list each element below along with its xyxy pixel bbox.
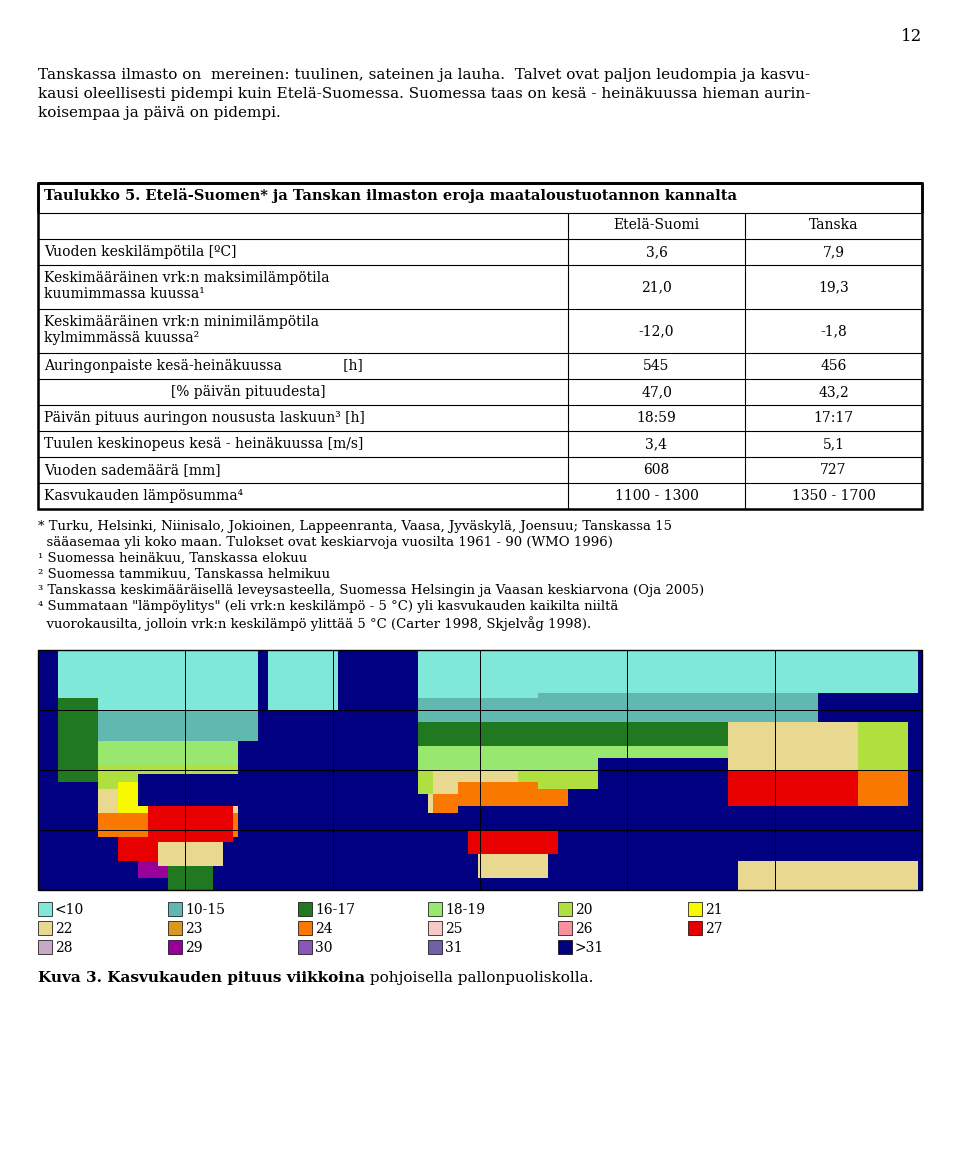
Text: 1100 - 1300: 1100 - 1300 [614,489,699,503]
Text: koisempaa ja päivä on pidempi.: koisempaa ja päivä on pidempi. [38,106,280,120]
Text: 28: 28 [55,941,73,955]
Text: 31: 31 [445,941,463,955]
Text: vuorokausilta, jolloin vrk:n keskilämpö ylittää 5 °C (Carter 1998, Skjelvåg 1998: vuorokausilta, jolloin vrk:n keskilämpö … [38,616,591,631]
Text: 25: 25 [445,922,463,936]
Text: * Turku, Helsinki, Niinisalo, Jokioinen, Lappeenranta, Vaasa, Jyväskylä, Joensuu: * Turku, Helsinki, Niinisalo, Jokioinen,… [38,520,672,533]
Text: 19,3: 19,3 [818,280,849,294]
Bar [38,921,52,935]
Text: Tuulen keskinopeus kesä - heinäkuussa [m/s]: Tuulen keskinopeus kesä - heinäkuussa [m… [44,438,364,450]
Text: 10-15: 10-15 [185,903,225,917]
Text: Auringonpaiste kesä-heinäkuussa              [h]: Auringonpaiste kesä-heinäkuussa [h] [44,359,363,373]
Text: kylmimmässä kuussa²: kylmimmässä kuussa² [44,331,200,345]
Text: Kuva 3. Kasvukauden pituus viikkoina: Kuva 3. Kasvukauden pituus viikkoina [38,971,365,985]
Text: 26: 26 [575,922,592,936]
Bar [38,183,922,509]
Text: 22: 22 [55,922,73,936]
Text: 27: 27 [705,922,723,936]
Text: 1350 - 1700: 1350 - 1700 [792,489,876,503]
Text: 20: 20 [575,903,592,917]
Text: Tanska: Tanska [808,218,858,232]
Text: 30: 30 [315,941,332,955]
Text: Vuoden keskilämpötila [ºC]: Vuoden keskilämpötila [ºC] [44,245,236,259]
Text: Keskimääräinen vrk:n minimilämpötila: Keskimääräinen vrk:n minimilämpötila [44,316,319,328]
Text: -12,0: -12,0 [638,324,674,338]
Text: 18-19: 18-19 [445,903,485,917]
Text: 12: 12 [900,28,922,45]
Text: kausi oleellisesti pidempi kuin Etelä-Suomessa. Suomessa taas on kesä - heinäkuu: kausi oleellisesti pidempi kuin Etelä-Su… [38,87,810,101]
Text: 727: 727 [820,463,847,477]
Text: 5,1: 5,1 [823,438,845,450]
Bar [558,902,572,916]
Text: 23: 23 [185,922,203,936]
Text: ¹ Suomessa heinäkuu, Tanskassa elokuu: ¹ Suomessa heinäkuu, Tanskassa elokuu [38,552,307,565]
Text: Taulukko 5. Etelä-Suomen* ja Tanskan ilmaston eroja maataloustuotannon kannalta: Taulukko 5. Etelä-Suomen* ja Tanskan ilm… [44,188,737,203]
Text: 47,0: 47,0 [641,385,672,399]
Bar [298,921,312,935]
Bar [558,921,572,935]
Bar [298,902,312,916]
Text: 7,9: 7,9 [823,245,845,259]
Bar [688,921,702,935]
Text: Päivän pituus auringon noususta laskuun³ [h]: Päivän pituus auringon noususta laskuun³… [44,411,365,425]
Text: sääasemaa yli koko maan. Tulokset ovat keskiarvoja vuosilta 1961 - 90 (WMO 1996): sääasemaa yli koko maan. Tulokset ovat k… [38,536,612,549]
Bar [558,940,572,954]
Text: >31: >31 [575,941,604,955]
Text: ³ Tanskassa keskimääräisellä leveysasteella, Suomessa Helsingin ja Vaasan keskia: ³ Tanskassa keskimääräisellä leveysastee… [38,584,704,597]
Text: 17:17: 17:17 [813,411,853,425]
Bar [168,902,182,916]
Text: 608: 608 [643,463,670,477]
Bar [688,902,702,916]
Text: 24: 24 [315,922,332,936]
Text: 16-17: 16-17 [315,903,355,917]
Text: 456: 456 [820,359,847,373]
Bar [428,902,442,916]
Bar [38,650,922,890]
Text: ² Suomessa tammikuu, Tanskassa helmikuu: ² Suomessa tammikuu, Tanskassa helmikuu [38,568,330,581]
Bar [38,902,52,916]
Text: 3,6: 3,6 [645,245,667,259]
Text: 29: 29 [185,941,203,955]
Bar [298,940,312,954]
Text: ⁴ Summataan "lämpöylitys" (eli vrk:n keskilämpö - 5 °C) yli kasvukauden kaikilta: ⁴ Summataan "lämpöylitys" (eli vrk:n kes… [38,601,618,613]
Text: -1,8: -1,8 [820,324,847,338]
Text: Keskimääräinen vrk:n maksimilämpötila: Keskimääräinen vrk:n maksimilämpötila [44,271,329,285]
Text: Etelä-Suomi: Etelä-Suomi [613,218,700,232]
Text: Kasvukauden lämpösumma⁴: Kasvukauden lämpösumma⁴ [44,489,243,503]
Text: 3,4: 3,4 [645,438,667,450]
Text: 43,2: 43,2 [818,385,849,399]
Text: 545: 545 [643,359,670,373]
Bar [38,940,52,954]
Text: 21: 21 [705,903,723,917]
Bar [428,921,442,935]
Bar [168,921,182,935]
Text: pohjoisella pallonpuoliskolla.: pohjoisella pallonpuoliskolla. [365,971,593,985]
Text: <10: <10 [55,903,84,917]
Text: 21,0: 21,0 [641,280,672,294]
Text: Tanskassa ilmasto on  mereinen: tuulinen, sateinen ja lauha.  Talvet ovat paljon: Tanskassa ilmasto on mereinen: tuulinen,… [38,68,810,82]
Text: 18:59: 18:59 [636,411,677,425]
Text: [% päivän pituudesta]: [% päivän pituudesta] [44,385,325,399]
Text: Vuoden sademäärä [mm]: Vuoden sademäärä [mm] [44,463,221,477]
Bar [168,940,182,954]
Bar [428,940,442,954]
Text: kuumimmassa kuussa¹: kuumimmassa kuussa¹ [44,287,204,301]
